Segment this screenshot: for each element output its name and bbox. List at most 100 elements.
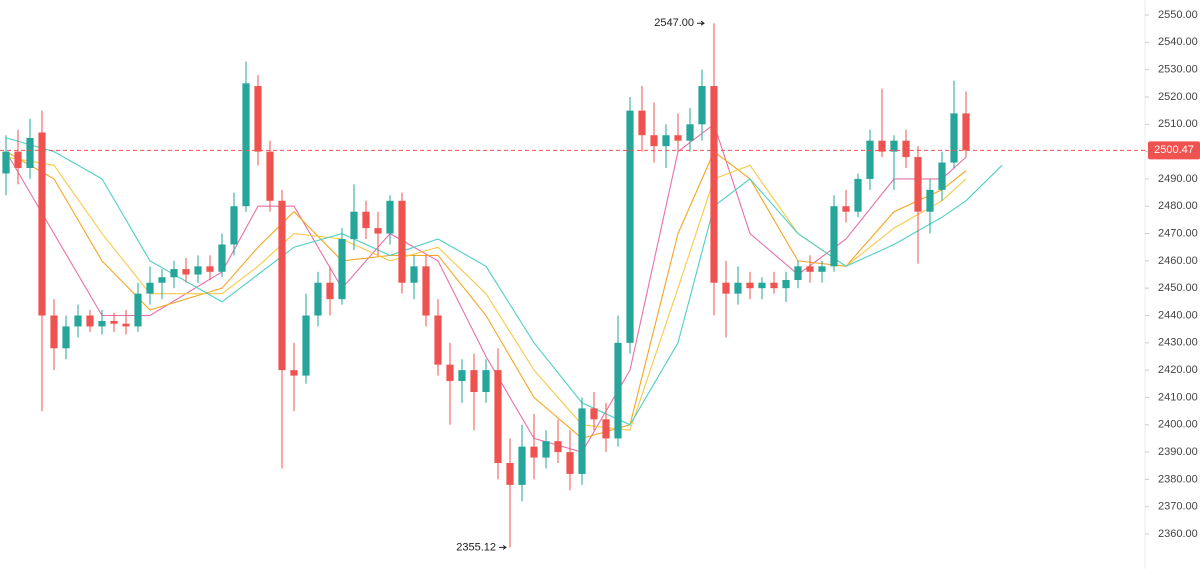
candle-body bbox=[962, 113, 970, 151]
high-arrow bbox=[697, 20, 705, 26]
candle-body bbox=[746, 282, 754, 289]
candle-body bbox=[134, 293, 142, 327]
candle-body bbox=[182, 269, 190, 275]
y-tick-label: 2450.00 bbox=[1158, 282, 1198, 294]
candle-body bbox=[662, 135, 670, 147]
last-price-box bbox=[1148, 141, 1200, 160]
y-tick-label: 2540.00 bbox=[1158, 36, 1198, 48]
y-tick-label: 2510.00 bbox=[1158, 118, 1198, 130]
candle-body bbox=[818, 266, 826, 272]
candle-body bbox=[566, 452, 574, 474]
candle-body bbox=[554, 441, 562, 453]
candle-body bbox=[734, 282, 742, 294]
y-tick-label: 2530.00 bbox=[1158, 64, 1198, 76]
y-tick-label: 2390.00 bbox=[1158, 446, 1198, 458]
y-tick-label: 2430.00 bbox=[1158, 337, 1198, 349]
candle-body bbox=[302, 315, 310, 376]
candle-body bbox=[86, 315, 94, 327]
candle-body bbox=[494, 370, 502, 464]
candle-body bbox=[290, 370, 298, 376]
candle-body bbox=[578, 408, 586, 474]
candle-body bbox=[770, 282, 778, 289]
moving-average-line bbox=[5, 137, 1003, 426]
candle-body bbox=[326, 282, 334, 300]
candle-body bbox=[758, 282, 766, 289]
y-tick-label: 2550.00 bbox=[1158, 9, 1198, 21]
y-tick-label: 2490.00 bbox=[1158, 173, 1198, 185]
y-tick-label: 2380.00 bbox=[1158, 473, 1198, 485]
candle-body bbox=[158, 277, 166, 283]
candle-body bbox=[362, 211, 370, 229]
candle-body bbox=[806, 266, 814, 272]
candle-body bbox=[110, 320, 118, 324]
candle-body bbox=[14, 151, 22, 168]
candle-body bbox=[278, 200, 286, 371]
candle-body bbox=[530, 446, 538, 458]
candle-body bbox=[350, 211, 358, 240]
candle-body bbox=[698, 86, 706, 125]
candle-body bbox=[854, 178, 862, 212]
candle-body bbox=[890, 140, 898, 152]
candle-body bbox=[98, 320, 106, 327]
candle-body bbox=[38, 132, 46, 316]
candle-body bbox=[266, 151, 274, 201]
candle-body bbox=[914, 157, 922, 212]
y-tick-label: 2460.00 bbox=[1158, 255, 1198, 267]
y-tick-label: 2520.00 bbox=[1158, 91, 1198, 103]
candle-body bbox=[410, 266, 418, 283]
y-tick-label: 2470.00 bbox=[1158, 227, 1198, 239]
candle-body bbox=[482, 370, 490, 392]
candle-body bbox=[518, 446, 526, 485]
candle-body bbox=[170, 269, 178, 278]
candle-body bbox=[206, 266, 214, 272]
y-tick-label: 2420.00 bbox=[1158, 364, 1198, 376]
candle-body bbox=[842, 206, 850, 212]
low-arrow bbox=[499, 544, 507, 550]
candle-body bbox=[218, 244, 226, 272]
y-tick-label: 2440.00 bbox=[1158, 309, 1198, 321]
candle-body bbox=[950, 113, 958, 163]
candle-body bbox=[710, 86, 718, 283]
candle-body bbox=[26, 137, 34, 168]
last-price-label: 2500.47 bbox=[1154, 144, 1194, 156]
candle-body bbox=[434, 315, 442, 365]
y-tick-label: 2480.00 bbox=[1158, 200, 1198, 212]
candle-body bbox=[674, 135, 682, 141]
candle-body bbox=[830, 206, 838, 267]
candle-body bbox=[338, 239, 346, 300]
candle-body bbox=[782, 279, 790, 289]
candle-body bbox=[614, 342, 622, 439]
candle-body bbox=[590, 408, 598, 420]
y-tick-label: 2400.00 bbox=[1158, 419, 1198, 431]
candle-body bbox=[686, 124, 694, 141]
y-tick-label: 2360.00 bbox=[1158, 528, 1198, 540]
candle-body bbox=[74, 315, 82, 327]
candle-body bbox=[254, 86, 262, 152]
candle-body bbox=[146, 282, 154, 294]
candle-body bbox=[458, 370, 466, 382]
candle-body bbox=[626, 110, 634, 343]
candle-body bbox=[506, 463, 514, 485]
candle-body bbox=[230, 206, 238, 245]
candle-body bbox=[194, 266, 202, 275]
candle-body bbox=[446, 364, 454, 382]
candle-body bbox=[902, 140, 910, 158]
candle-body bbox=[62, 326, 70, 349]
candle-body bbox=[866, 140, 874, 179]
y-tick-label: 2410.00 bbox=[1158, 391, 1198, 403]
candle-body bbox=[650, 135, 658, 147]
high-annotation: 2547.00 bbox=[654, 17, 694, 29]
candle-body bbox=[926, 189, 934, 212]
candle-body bbox=[938, 162, 946, 190]
candle-body bbox=[878, 140, 886, 152]
candle-body bbox=[242, 83, 250, 207]
candle-body bbox=[602, 419, 610, 439]
candle-body bbox=[314, 282, 322, 316]
candle-body bbox=[386, 200, 394, 234]
candle-body bbox=[2, 151, 10, 174]
candle-body bbox=[122, 323, 130, 327]
candle-body bbox=[398, 200, 406, 283]
